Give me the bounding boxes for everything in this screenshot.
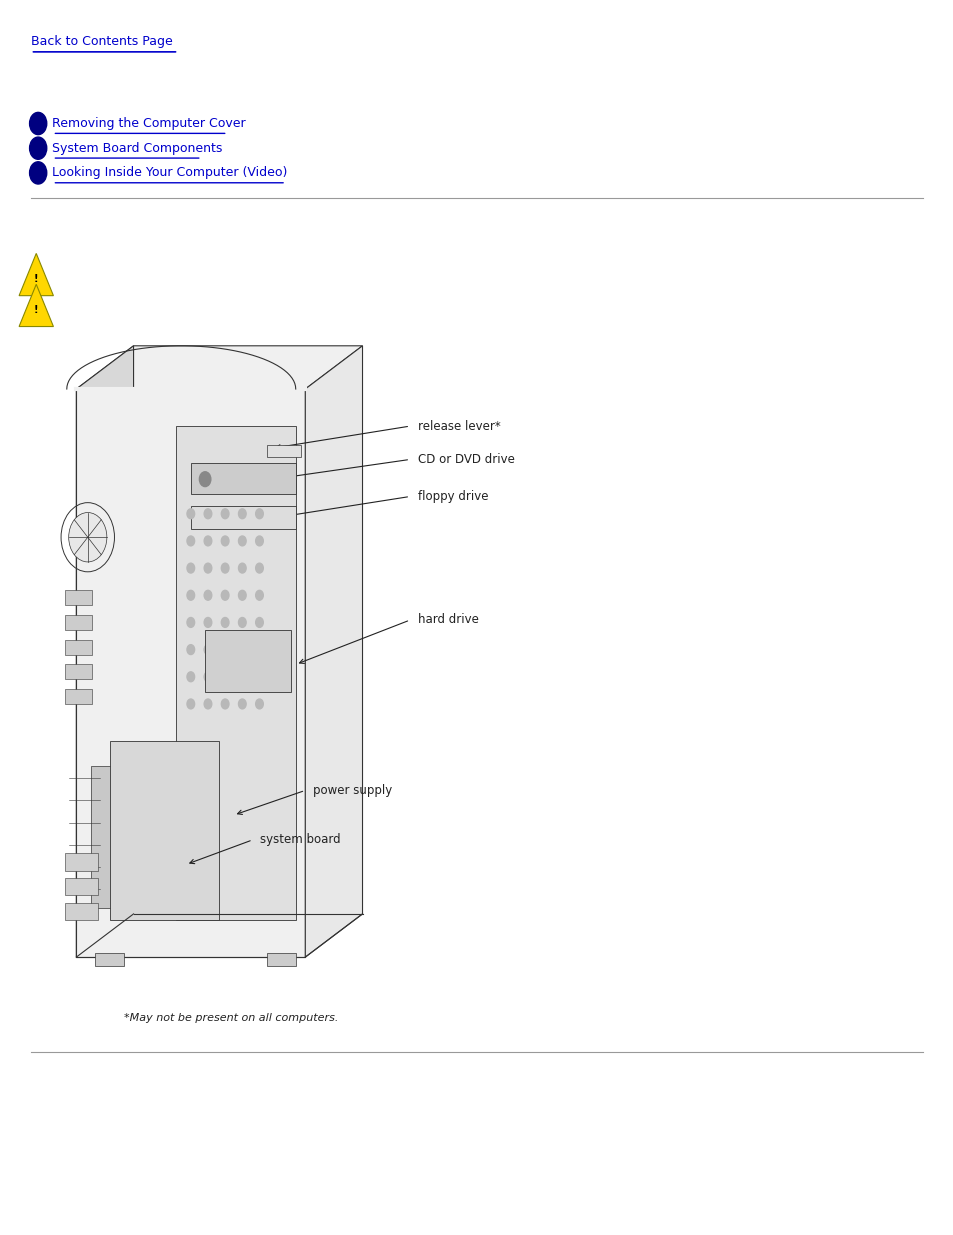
Bar	[65, 590, 91, 605]
Circle shape	[238, 509, 246, 519]
Circle shape	[255, 699, 263, 709]
Polygon shape	[191, 506, 295, 529]
Polygon shape	[191, 463, 295, 494]
Circle shape	[238, 672, 246, 682]
Polygon shape	[19, 284, 53, 326]
Circle shape	[187, 645, 194, 655]
Circle shape	[238, 590, 246, 600]
Polygon shape	[176, 426, 295, 920]
Circle shape	[221, 590, 229, 600]
Polygon shape	[76, 346, 133, 957]
Circle shape	[255, 509, 263, 519]
Bar	[65, 878, 98, 895]
Text: CD or DVD drive: CD or DVD drive	[417, 453, 515, 466]
Bar	[65, 640, 91, 655]
Circle shape	[204, 699, 212, 709]
Circle shape	[187, 590, 194, 600]
Polygon shape	[267, 445, 300, 457]
Circle shape	[221, 699, 229, 709]
Bar	[65, 689, 91, 704]
Circle shape	[204, 672, 212, 682]
Bar	[65, 615, 91, 630]
Bar	[95, 953, 124, 966]
Circle shape	[30, 137, 47, 159]
Circle shape	[204, 645, 212, 655]
Bar	[65, 903, 98, 920]
Circle shape	[255, 563, 263, 573]
Circle shape	[30, 112, 47, 135]
Polygon shape	[91, 766, 229, 908]
Circle shape	[187, 509, 194, 519]
Text: hard drive: hard drive	[417, 614, 478, 626]
Circle shape	[221, 563, 229, 573]
Text: !: !	[34, 305, 38, 315]
Circle shape	[221, 672, 229, 682]
Circle shape	[187, 536, 194, 546]
Circle shape	[238, 536, 246, 546]
Text: Removing the Computer Cover: Removing the Computer Cover	[52, 117, 246, 130]
Circle shape	[255, 618, 263, 627]
Text: release lever*: release lever*	[417, 420, 500, 432]
Polygon shape	[305, 346, 362, 957]
Circle shape	[187, 563, 194, 573]
Polygon shape	[205, 630, 291, 692]
Text: system board: system board	[260, 834, 341, 846]
Circle shape	[221, 645, 229, 655]
Circle shape	[187, 618, 194, 627]
Circle shape	[238, 563, 246, 573]
Bar	[65, 664, 91, 679]
Text: floppy drive: floppy drive	[417, 490, 488, 503]
Circle shape	[204, 590, 212, 600]
Circle shape	[255, 672, 263, 682]
Circle shape	[204, 536, 212, 546]
Text: power supply: power supply	[313, 784, 392, 797]
Circle shape	[221, 509, 229, 519]
Polygon shape	[76, 389, 305, 957]
Polygon shape	[110, 741, 219, 920]
Text: Back to Contents Page: Back to Contents Page	[30, 35, 172, 48]
Circle shape	[204, 563, 212, 573]
Text: System Board Components: System Board Components	[52, 142, 223, 154]
Bar	[267, 953, 295, 966]
Bar	[65, 853, 98, 871]
Circle shape	[204, 509, 212, 519]
Polygon shape	[19, 253, 53, 295]
Circle shape	[255, 590, 263, 600]
Circle shape	[30, 162, 47, 184]
Circle shape	[187, 699, 194, 709]
Circle shape	[69, 513, 107, 562]
Text: *May not be present on all computers.: *May not be present on all computers.	[124, 1013, 338, 1023]
Text: !: !	[34, 274, 38, 284]
Circle shape	[238, 699, 246, 709]
Circle shape	[187, 672, 194, 682]
Circle shape	[238, 618, 246, 627]
Circle shape	[221, 618, 229, 627]
Circle shape	[255, 536, 263, 546]
Circle shape	[204, 618, 212, 627]
Text: Looking Inside Your Computer (Video): Looking Inside Your Computer (Video)	[52, 167, 288, 179]
Polygon shape	[76, 346, 362, 389]
Circle shape	[199, 472, 211, 487]
Circle shape	[255, 645, 263, 655]
Circle shape	[238, 645, 246, 655]
Circle shape	[221, 536, 229, 546]
